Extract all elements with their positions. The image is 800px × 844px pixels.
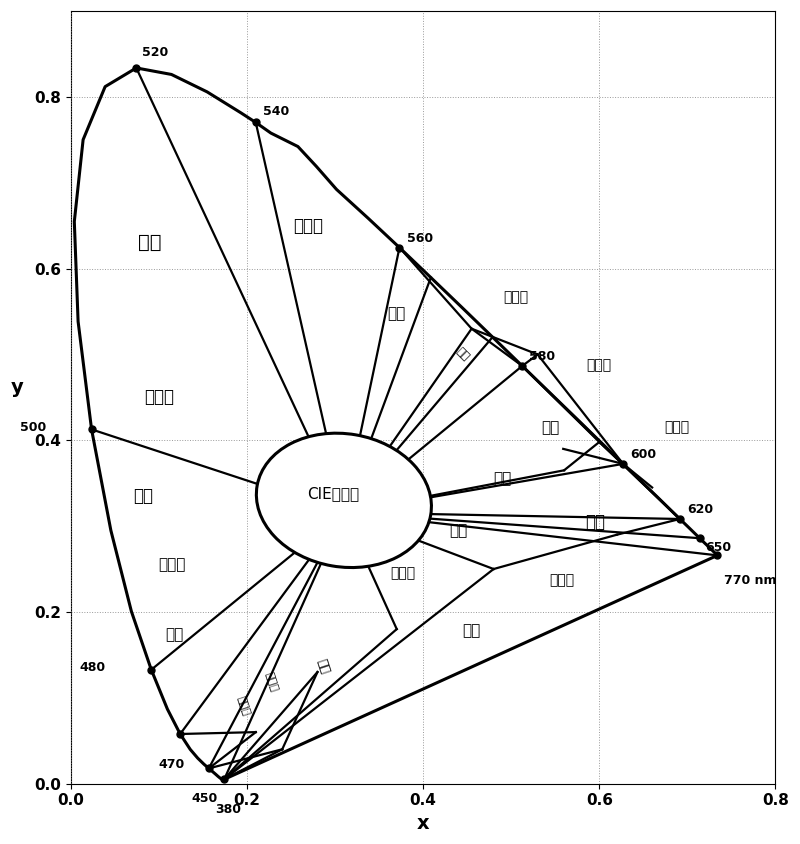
X-axis label: x: x: [417, 814, 430, 833]
Text: 450: 450: [191, 793, 218, 805]
Text: 橙色: 橙色: [542, 420, 560, 435]
Text: 紫色: 紫色: [314, 657, 331, 676]
Text: 480: 480: [79, 662, 106, 674]
Text: 黄色: 黄色: [454, 346, 471, 363]
Text: 红紫: 红紫: [462, 624, 481, 638]
Text: 580: 580: [530, 350, 555, 364]
Text: 蓝调紫: 蓝调紫: [236, 695, 251, 717]
Text: 470: 470: [158, 758, 185, 771]
Text: 770 nm: 770 nm: [725, 574, 777, 587]
Text: 紫粉红: 紫粉红: [390, 566, 415, 581]
Text: 紫调红: 紫调红: [550, 573, 575, 587]
Text: 600: 600: [630, 448, 656, 462]
Text: 紫调蓝: 紫调蓝: [264, 671, 279, 693]
Text: 500: 500: [19, 421, 46, 434]
Text: 绿调蓝: 绿调蓝: [158, 557, 186, 572]
Text: 桔粉: 桔粉: [494, 472, 511, 486]
Text: 560: 560: [406, 232, 433, 245]
Ellipse shape: [256, 433, 431, 567]
Text: 红调橙: 红调橙: [664, 420, 690, 435]
Text: 绿调黄: 绿调黄: [503, 290, 528, 304]
Text: 红色: 红色: [585, 513, 605, 531]
Text: CIE白色域: CIE白色域: [307, 486, 359, 501]
Text: 粉红: 粉红: [450, 523, 467, 538]
Text: 540: 540: [262, 106, 289, 118]
Text: 蓝调绿: 蓝调绿: [144, 388, 174, 406]
Text: 650: 650: [705, 541, 731, 554]
Text: 蓝色: 蓝色: [166, 628, 184, 642]
Y-axis label: y: y: [11, 378, 24, 398]
Text: 黄调绿: 黄调绿: [294, 217, 324, 235]
Text: 黄绿: 黄绿: [388, 306, 406, 322]
Text: 380: 380: [216, 803, 242, 816]
Text: 黄调橙: 黄调橙: [586, 359, 612, 372]
Text: 520: 520: [142, 46, 168, 59]
Text: 620: 620: [687, 503, 713, 517]
Text: 蓝绿: 蓝绿: [133, 487, 153, 505]
Text: 绿色: 绿色: [138, 233, 162, 252]
